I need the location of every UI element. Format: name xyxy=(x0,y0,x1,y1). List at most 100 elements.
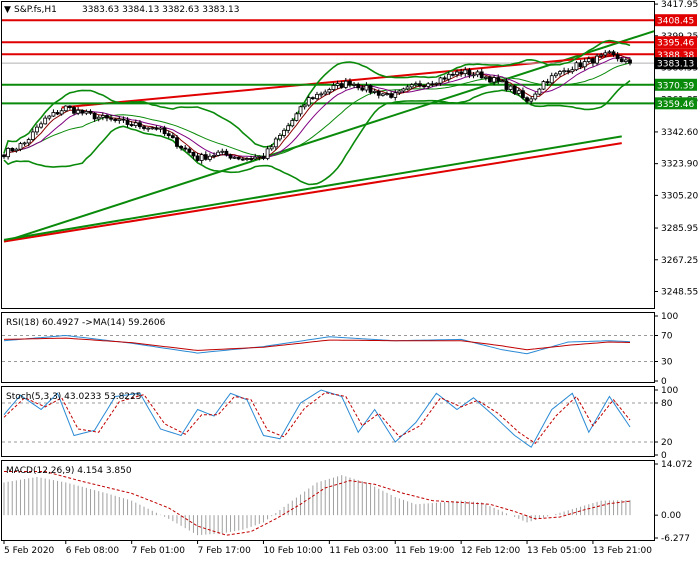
price-tag-label: 3395.46 xyxy=(657,39,694,49)
candle-body xyxy=(521,90,525,99)
candle-body xyxy=(191,151,196,157)
candle-body xyxy=(389,93,394,98)
candle-body xyxy=(488,76,492,83)
candle-body xyxy=(35,126,39,133)
candle-body xyxy=(623,59,628,62)
moving-average-fast xyxy=(3,56,631,159)
candle-body xyxy=(586,58,591,62)
candle-body xyxy=(129,124,134,126)
candle-body xyxy=(232,156,237,159)
candle-body xyxy=(261,155,266,159)
bollinger-upper-band xyxy=(3,39,631,154)
header-arrow: ▼ xyxy=(4,5,11,15)
price-tag-support xyxy=(655,97,697,110)
trend-line-green[interactable] xyxy=(3,30,655,243)
candle-body xyxy=(434,82,439,85)
candle-body xyxy=(500,80,505,83)
stoch-pane[interactable] xyxy=(1,386,655,457)
candle-body xyxy=(545,81,550,84)
candle-body xyxy=(533,93,538,100)
candle-body xyxy=(459,71,464,75)
candle-body xyxy=(236,156,241,160)
price-tag-resistance xyxy=(655,36,697,49)
header-symbol: S&P.fs,H1 xyxy=(14,5,57,15)
candle-body xyxy=(302,104,307,108)
price-axis-tick-label: 3417.95 xyxy=(661,0,698,10)
candle-body xyxy=(413,83,418,86)
candle-body xyxy=(352,83,356,86)
candle-body xyxy=(183,147,188,150)
candle-body xyxy=(179,146,183,149)
candle-body xyxy=(105,115,109,119)
price-pane[interactable] xyxy=(1,1,655,309)
price-tag-current xyxy=(655,57,697,70)
axis-tick-label: 70 xyxy=(661,332,673,342)
candle-body xyxy=(208,155,212,160)
candle-body xyxy=(154,127,159,130)
candle-body xyxy=(175,137,179,147)
candle-body xyxy=(257,155,262,158)
candle-body xyxy=(574,62,579,71)
candle-body xyxy=(146,127,151,130)
price-tag-resistance xyxy=(655,14,697,27)
candle-body xyxy=(63,105,68,112)
candle-body xyxy=(158,127,163,130)
rsi-pane[interactable] xyxy=(1,312,655,383)
candle-body xyxy=(278,135,282,140)
candle-body xyxy=(245,158,249,160)
candle-body xyxy=(67,105,72,108)
candle-body xyxy=(553,73,558,77)
candle-body xyxy=(578,62,583,68)
candle-body xyxy=(582,61,587,68)
candle-body xyxy=(549,75,554,84)
time-axis: 5 Feb 2020 6 Feb 08:00 7 Feb 01:00 7 Feb 17… xyxy=(3,540,652,556)
price-tag-support xyxy=(655,78,697,91)
candle-body xyxy=(22,142,27,145)
candle-body xyxy=(216,151,221,156)
candle-body xyxy=(298,106,303,115)
candle-body xyxy=(628,59,632,64)
candle-body xyxy=(529,98,534,102)
candle-body xyxy=(451,73,455,76)
trend-line-red[interactable] xyxy=(3,142,622,243)
candle-body xyxy=(525,97,529,102)
candle-body xyxy=(47,115,52,119)
trend-line-green[interactable] xyxy=(3,135,622,241)
candle-body xyxy=(537,88,542,95)
time-axis-label: 12 Feb 12:00 xyxy=(461,546,520,556)
candle-body xyxy=(269,146,274,150)
candle-body xyxy=(401,88,406,92)
candle-body xyxy=(195,155,200,161)
axis-tick-label: 100 xyxy=(661,386,678,396)
candle-body xyxy=(55,112,60,115)
price-tag-label: 3383.13 xyxy=(657,60,694,70)
macd-axis-tick-label: 14.072 xyxy=(661,460,693,470)
candle-body xyxy=(212,154,216,157)
candle-body xyxy=(595,55,599,64)
candle-body xyxy=(323,91,328,95)
candle-body xyxy=(475,71,480,76)
series-line-0 xyxy=(3,389,631,448)
candle-body xyxy=(483,76,488,79)
candle-body xyxy=(467,69,472,76)
candle-body xyxy=(368,85,373,93)
candle-body xyxy=(88,111,93,114)
candle-body xyxy=(376,90,381,96)
macd-axis-tick-label: 0.00 xyxy=(661,511,681,521)
candle-body xyxy=(273,138,278,148)
candle-body xyxy=(30,131,35,140)
candle-body xyxy=(310,97,315,100)
candle-body xyxy=(504,80,509,90)
candle-body xyxy=(348,80,352,86)
candle-body xyxy=(327,89,332,93)
candle-body xyxy=(611,51,616,56)
candle-body xyxy=(558,71,562,75)
candle-body xyxy=(26,139,31,144)
macd-pane[interactable] xyxy=(1,460,655,541)
candle-body xyxy=(393,92,398,98)
series-line-1 xyxy=(3,337,631,351)
candle-body xyxy=(364,85,369,91)
candle-body xyxy=(603,52,608,56)
candle-body xyxy=(150,127,155,130)
